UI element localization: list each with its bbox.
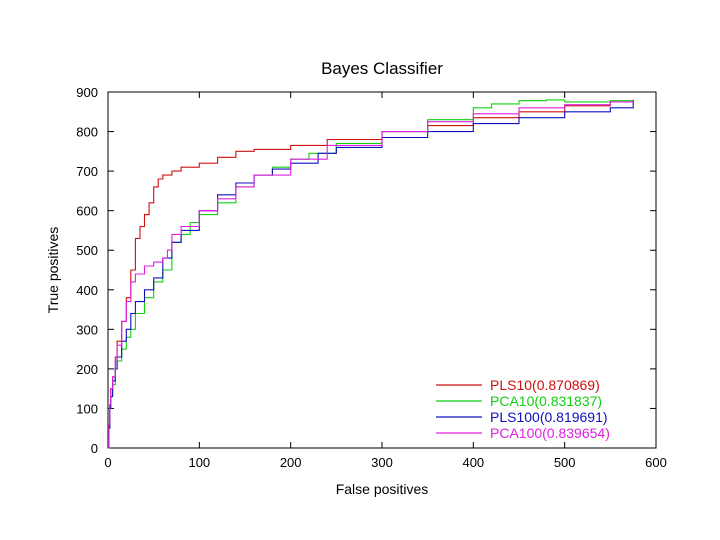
chart-title: Bayes Classifier xyxy=(321,59,443,78)
x-tick-label: 600 xyxy=(645,455,667,470)
legend-label-1: PCA10(0.831837) xyxy=(490,393,602,409)
y-tick-label: 900 xyxy=(76,85,98,100)
x-tick-label: 200 xyxy=(280,455,302,470)
legend-label-2: PLS100(0.819691) xyxy=(490,409,608,425)
y-tick-label: 700 xyxy=(76,164,98,179)
series-line-3 xyxy=(108,99,634,449)
x-tick-label: 300 xyxy=(371,455,393,470)
x-tick-label: 400 xyxy=(462,455,484,470)
y-tick-label: 300 xyxy=(76,322,98,337)
y-tick-label: 0 xyxy=(91,441,98,456)
x-axis-label: False positives xyxy=(336,481,429,497)
legend-label-0: PLS10(0.870869) xyxy=(490,377,600,393)
x-tick-label: 500 xyxy=(554,455,576,470)
series-layer xyxy=(108,99,634,449)
y-tick-label: 400 xyxy=(76,283,98,298)
y-tick-label: 200 xyxy=(76,362,98,377)
legend-label-3: PCA100(0.839654) xyxy=(490,425,610,441)
y-tick-label: 100 xyxy=(76,401,98,416)
y-tick-label: 800 xyxy=(76,125,98,140)
y-tick-label: 500 xyxy=(76,243,98,258)
legend: PLS10(0.870869)PCA10(0.831837)PLS100(0.8… xyxy=(436,377,610,441)
x-tick-label: 100 xyxy=(188,455,210,470)
y-axis-label: True positives xyxy=(45,227,61,314)
axis-ticks: 0 100 200 300 400 500 600 0 100 200 300 400 500 600 70… xyxy=(76,85,667,470)
y-tick-label: 600 xyxy=(76,204,98,219)
x-tick-label: 0 xyxy=(104,455,111,470)
